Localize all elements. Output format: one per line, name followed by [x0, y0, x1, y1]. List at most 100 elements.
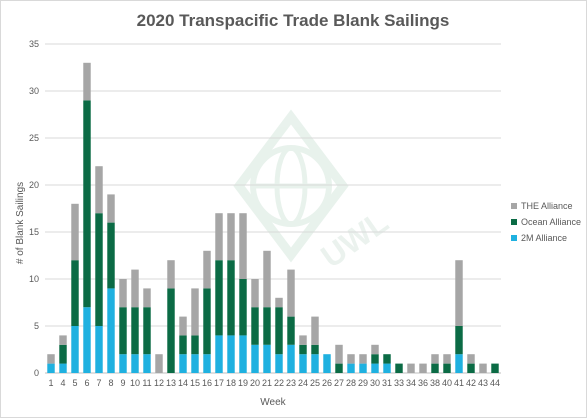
y-tick-label: 30: [29, 86, 39, 96]
legend-swatch-2m-alliance: [511, 235, 517, 241]
bar-week-18-2m-alliance: [227, 335, 235, 373]
bar-week-20-ocean-alliance: [251, 307, 259, 345]
y-tick-label: 0: [34, 368, 39, 378]
bar-week-24-ocean-alliance: [299, 344, 307, 355]
bar-week-29-2m-alliance: [359, 363, 367, 373]
bar-week-6-2m-alliance: [83, 307, 91, 373]
y-tick-label: 10: [29, 274, 39, 284]
bar-week-34-the-alliance: [407, 363, 415, 373]
bar-week-41-2m-alliance: [455, 354, 463, 373]
bar-week-27-the-alliance: [335, 344, 343, 364]
x-tick-label: 9: [120, 378, 125, 388]
x-tick-label: 24: [298, 378, 308, 388]
bar-week-43-the-alliance: [479, 363, 487, 373]
watermark-diamond: [233, 109, 349, 263]
bar-week-16-the-alliance: [203, 250, 211, 289]
bar-week-8-ocean-alliance: [107, 222, 115, 289]
x-tick-label: 12: [154, 378, 164, 388]
x-tick-label: 18: [226, 378, 236, 388]
bar-week-24-the-alliance: [299, 335, 307, 345]
bar-week-31-ocean-alliance: [383, 354, 391, 364]
bar-week-10-the-alliance: [131, 269, 139, 308]
x-tick-label: 28: [346, 378, 356, 388]
bar-week-20-the-alliance: [251, 279, 259, 308]
bar-week-22-2m-alliance: [275, 354, 283, 373]
x-tick-label: 23: [286, 378, 296, 388]
bar-week-19-2m-alliance: [239, 335, 247, 373]
x-tick-label: 36: [418, 378, 428, 388]
bar-week-6-ocean-alliance: [83, 100, 91, 308]
legend-swatch-ocean-alliance: [511, 219, 517, 225]
x-tick-label: 6: [84, 378, 89, 388]
bar-week-11-ocean-alliance: [143, 307, 151, 355]
x-tick-label: 14: [178, 378, 188, 388]
bar-week-14-2m-alliance: [179, 354, 187, 373]
chart-title: 2020 Transpacific Trade Blank Sailings: [137, 11, 450, 30]
bar-week-17-2m-alliance: [215, 335, 223, 373]
bar-week-27-ocean-alliance: [335, 363, 343, 373]
x-tick-label: 13: [166, 378, 176, 388]
legend-label: Ocean Alliance: [521, 217, 581, 227]
bar-week-19-the-alliance: [239, 213, 247, 279]
legend-swatch-the-alliance: [511, 203, 517, 209]
bar-week-1-2m-alliance: [47, 363, 55, 373]
x-tick-label: 26: [322, 378, 332, 388]
bar-week-41-ocean-alliance: [455, 326, 463, 355]
bar-week-19-ocean-alliance: [239, 279, 247, 336]
x-axis-label: Week: [260, 397, 286, 408]
legend: THE Alliance Ocean Alliance 2M Alliance: [511, 201, 581, 243]
bar-week-8-the-alliance: [107, 194, 115, 223]
y-tick-label: 20: [29, 180, 39, 190]
x-tick-label: 29: [358, 378, 368, 388]
bar-week-11-2m-alliance: [143, 354, 151, 373]
y-tick-label: 5: [34, 321, 39, 331]
x-tick-label: 44: [490, 378, 500, 388]
bar-week-7-2m-alliance: [95, 326, 103, 373]
x-tick-label: 17: [214, 378, 224, 388]
x-tick-label: 40: [442, 378, 452, 388]
bar-week-5-2m-alliance: [71, 326, 79, 373]
x-tick-label: 5: [72, 378, 77, 388]
bar-week-24-2m-alliance: [299, 354, 307, 373]
bar-week-30-the-alliance: [371, 344, 379, 355]
bar-week-36-the-alliance: [419, 363, 427, 373]
bar-week-11-the-alliance: [143, 288, 151, 308]
bar-week-40-ocean-alliance: [443, 363, 451, 373]
bar-week-25-the-alliance: [311, 316, 319, 345]
legend-label: 2M Alliance: [521, 233, 567, 243]
x-tick-label: 1: [48, 378, 53, 388]
x-tick-label: 4: [60, 378, 65, 388]
y-tick-label: 15: [29, 227, 39, 237]
bar-week-17-ocean-alliance: [215, 260, 223, 336]
bar-week-9-the-alliance: [119, 279, 127, 308]
bar-week-23-the-alliance: [287, 269, 295, 317]
x-tick-label: 43: [478, 378, 488, 388]
bar-week-16-2m-alliance: [203, 354, 211, 373]
x-tick-label: 8: [108, 378, 113, 388]
bar-week-14-the-alliance: [179, 316, 187, 336]
bar-week-31-2m-alliance: [383, 363, 391, 373]
bar-week-15-ocean-alliance: [191, 335, 199, 355]
x-tick-label: 15: [190, 378, 200, 388]
bar-week-15-the-alliance: [191, 288, 199, 336]
bar-week-22-ocean-alliance: [275, 307, 283, 355]
x-tick-label: 41: [454, 378, 464, 388]
x-tick-label: 19: [238, 378, 248, 388]
y-tick-label: 35: [29, 39, 39, 49]
bar-week-40-the-alliance: [443, 354, 451, 364]
bar-week-38-the-alliance: [431, 354, 439, 364]
bar-week-20-2m-alliance: [251, 344, 259, 373]
watermark-globe-meridian: [274, 145, 308, 227]
legend-label: THE Alliance: [521, 201, 573, 211]
y-axis-label: # of Blank Sailings: [15, 182, 26, 264]
bar-week-18-ocean-alliance: [227, 260, 235, 336]
x-tick-label: 7: [96, 378, 101, 388]
bar-week-5-the-alliance: [71, 203, 79, 261]
uwl-logo-watermark: UWL: [233, 109, 395, 275]
x-tick-label: 20: [250, 378, 260, 388]
bar-week-7-ocean-alliance: [95, 213, 103, 326]
bar-week-9-2m-alliance: [119, 354, 127, 373]
bar-week-4-2m-alliance: [59, 363, 67, 373]
x-tick-label: 42: [466, 378, 476, 388]
